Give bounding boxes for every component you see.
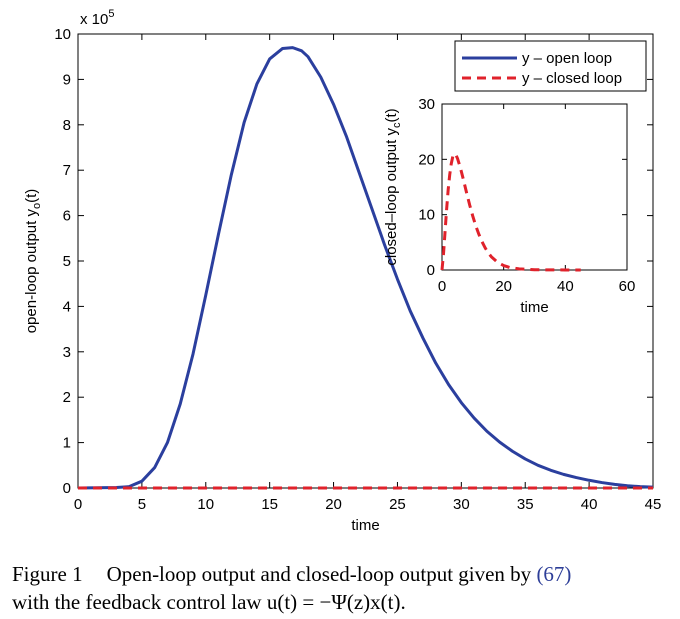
- main-x-tick-label: 35: [517, 496, 534, 513]
- main-y-tick-label: 4: [63, 298, 71, 315]
- figure: 0 5 10 15 20 25 30 35 40 45012345678910timeopen-l…: [23, 8, 662, 534]
- inset-x-tick-label: 0: [438, 278, 446, 295]
- main-y-tick-label: 6: [63, 208, 71, 225]
- equation-reference[interactable]: (67): [536, 562, 572, 586]
- inset-y-tick-label: 30: [418, 96, 435, 113]
- main-y-tick-label: 1: [63, 435, 71, 452]
- main-y-tick-label: 2: [63, 389, 71, 406]
- main-x-axis-label: time: [351, 517, 379, 534]
- inset-y-tick-label: 10: [418, 207, 435, 224]
- main-x-tick-label: 15: [261, 496, 278, 513]
- main-y-tick-label: 3: [63, 344, 71, 361]
- main-y-tick-label: 10: [54, 26, 71, 43]
- inset-y-axis-label: closed–loop output yc(t): [383, 108, 403, 265]
- legend: y – open loop y – closed loop: [454, 40, 647, 92]
- main-x-tick-label: 5: [138, 496, 146, 513]
- inset-chart: 0 20 40 60 0 10 20 30 time closed–loop output yc(…: [383, 96, 635, 316]
- main-x-tick-label: 25: [389, 496, 406, 513]
- legend-box: [454, 40, 647, 92]
- main-x-tick-label: 30: [453, 496, 470, 513]
- main-x-tick-label: 45: [645, 496, 662, 513]
- inset-series-1-line: [440, 152, 581, 272]
- inset-x-tick-label: 20: [495, 278, 512, 295]
- main-x-tick-label: 20: [325, 496, 342, 513]
- inset-x-tick-label: 40: [557, 278, 574, 295]
- legend-label-2: y – closed loop: [522, 70, 622, 87]
- inset-y-tick-label: 0: [427, 262, 435, 279]
- legend-label-1: y – open loop: [522, 50, 612, 67]
- main-y-axis-label: open-loop output yo(t): [23, 189, 43, 334]
- main-x-tick-label: 10: [197, 496, 214, 513]
- main-y-tick-label: 0: [63, 480, 71, 497]
- inset-x-tick-label: 60: [619, 278, 636, 295]
- caption-line-2: with the feedback control law u(t) = −Ψ(…: [12, 590, 406, 614]
- caption-text-1: Open-loop output and closed-loop output …: [106, 562, 537, 586]
- main-y-multiplier: x 105: [80, 8, 114, 28]
- main-y-tick-label: 7: [63, 162, 71, 179]
- main-x-tick-label: 0: [74, 496, 82, 513]
- main-series-1-line: [77, 46, 654, 490]
- main-y-tick-label: 8: [63, 117, 71, 134]
- inset-axes-box: [441, 103, 628, 271]
- main-x-tick-label: 40: [581, 496, 598, 513]
- figure-label: Figure 1: [12, 562, 83, 586]
- main-y-tick-label: 5: [63, 253, 71, 270]
- figure-caption: Figure 1 Open-loop output and closed-loop…: [12, 560, 676, 616]
- inset-x-axis-label: time: [520, 299, 548, 316]
- inset-y-tick-label: 20: [418, 151, 435, 168]
- caption-line-1: Figure 1 Open-loop output and closed-loop…: [12, 560, 676, 588]
- main-y-tick-label: 9: [63, 71, 71, 88]
